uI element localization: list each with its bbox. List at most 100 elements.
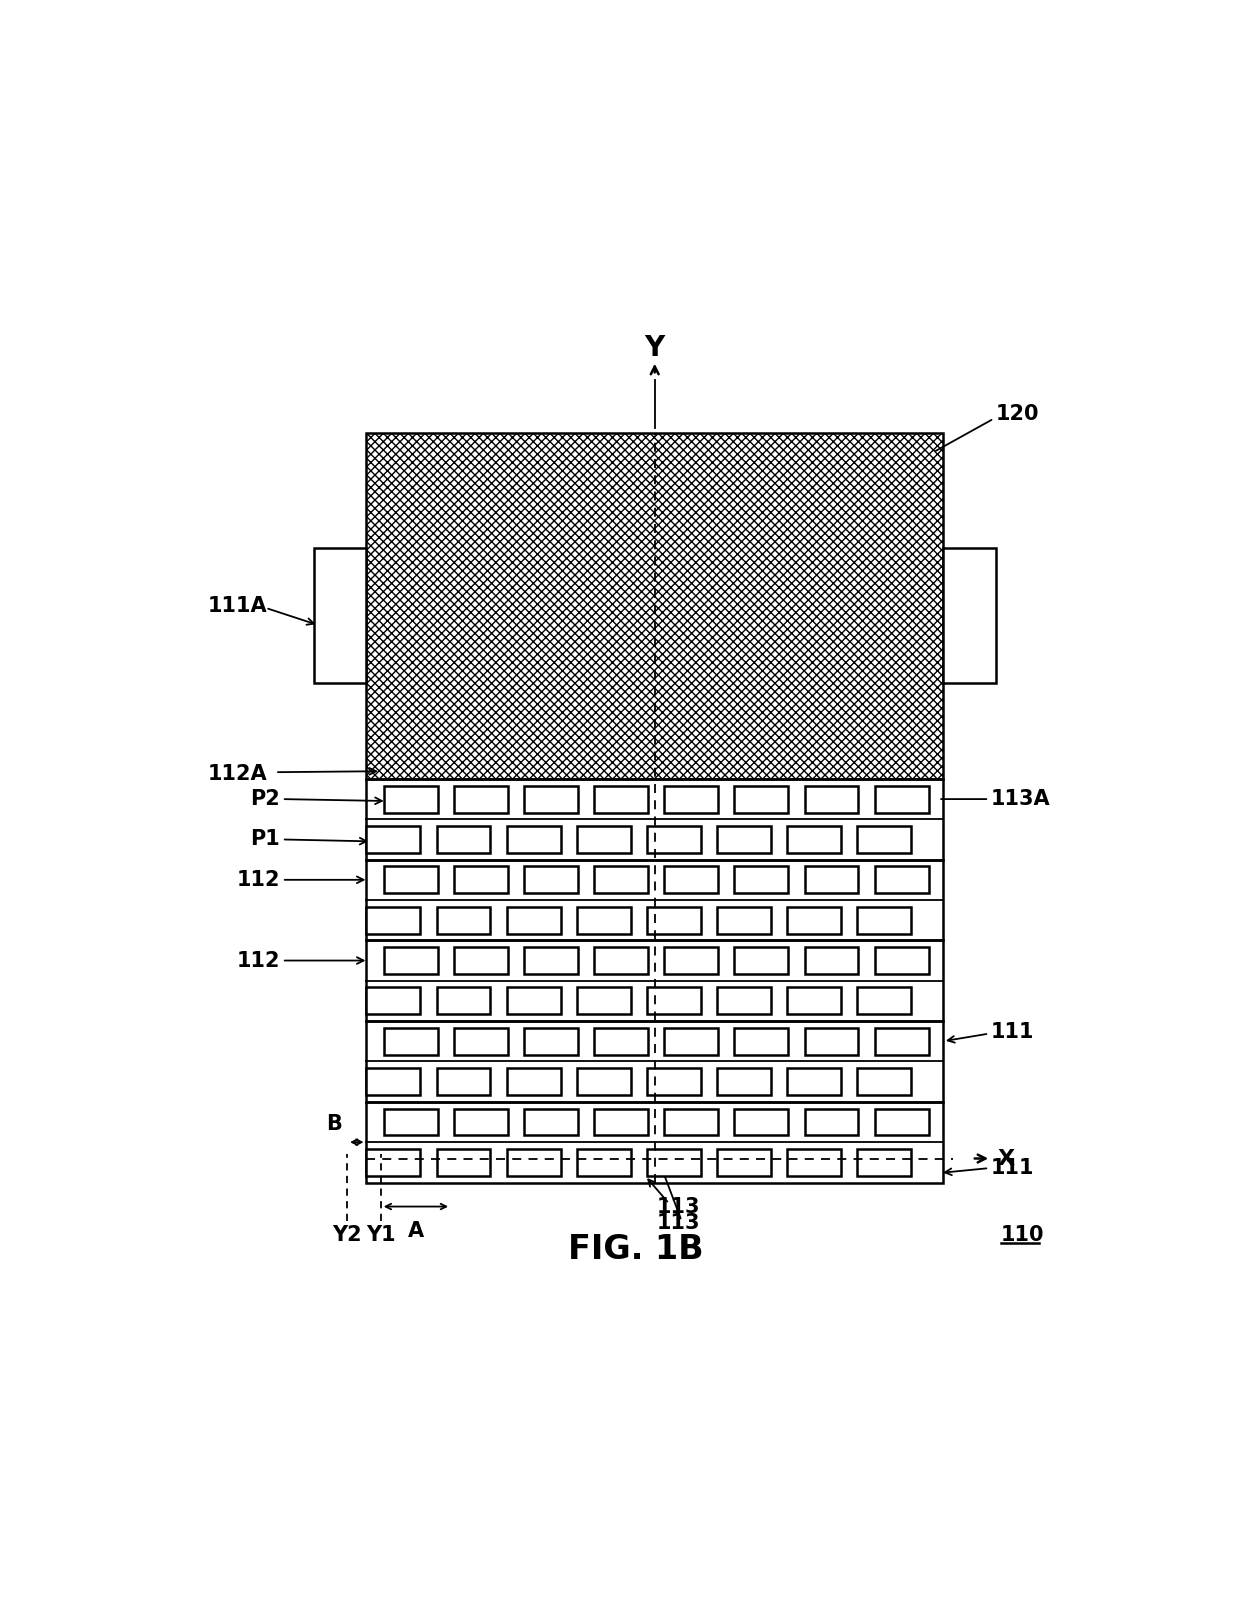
Bar [787,907,841,933]
Text: Y: Y [645,335,665,362]
Bar [454,785,507,813]
Bar [787,1149,841,1176]
Bar [367,907,420,933]
Bar [367,779,942,859]
Bar [507,825,560,853]
Bar [454,866,507,893]
Text: 113: 113 [657,1213,701,1232]
Bar [874,948,929,973]
Text: 112A: 112A [208,764,268,784]
Bar [367,988,420,1014]
Bar [367,825,420,853]
Text: 113: 113 [657,1197,701,1216]
Bar [665,948,718,973]
Bar [787,1068,841,1096]
Bar [507,1068,560,1096]
Bar [383,785,438,813]
Bar [594,866,649,893]
Bar [805,866,858,893]
Text: 110: 110 [1001,1226,1044,1245]
Bar [454,1109,507,1136]
Bar [507,1149,560,1176]
Bar [717,988,771,1014]
Bar [367,1068,420,1096]
Bar [717,1068,771,1096]
Bar [665,1109,718,1136]
Bar [734,1109,789,1136]
Bar [594,785,649,813]
Bar [367,1102,942,1183]
Bar [507,988,560,1014]
Bar [383,866,438,893]
Bar [525,1109,578,1136]
Bar [734,1028,789,1056]
Bar [647,825,701,853]
Bar [805,948,858,973]
Bar [874,1028,929,1056]
Text: X: X [998,1149,1014,1168]
Text: A: A [408,1221,424,1241]
Bar [805,1028,858,1056]
Bar [647,1068,701,1096]
Text: 111A: 111A [208,595,268,616]
Bar [594,1109,649,1136]
Bar [665,866,718,893]
Text: 113A: 113A [991,788,1050,809]
Bar [577,988,631,1014]
Bar [805,785,858,813]
Bar [383,1028,438,1056]
Bar [858,1149,911,1176]
Bar [367,1149,420,1176]
Bar [858,988,911,1014]
Bar [367,433,942,779]
Bar [367,940,942,1022]
Bar [436,1149,490,1176]
Bar [454,948,507,973]
Bar [858,1068,911,1096]
Bar [454,1028,507,1056]
Text: 112: 112 [237,870,280,890]
Text: 111: 111 [991,1158,1034,1178]
Text: 111: 111 [991,1022,1034,1041]
Bar [717,825,771,853]
Bar [787,988,841,1014]
Text: FIG. 1B: FIG. 1B [568,1234,703,1266]
Bar [436,988,490,1014]
Bar [787,825,841,853]
Bar [717,1149,771,1176]
Bar [577,907,631,933]
Bar [436,1068,490,1096]
Bar [367,859,942,940]
Bar [734,866,789,893]
Bar [577,1149,631,1176]
Bar [436,825,490,853]
Bar [734,948,789,973]
Bar [367,1022,942,1102]
Bar [805,1109,858,1136]
Bar [942,549,996,682]
Bar [577,825,631,853]
Bar [647,907,701,933]
Bar [525,785,578,813]
Bar [525,866,578,893]
Bar [717,907,771,933]
Bar [525,1028,578,1056]
Bar [858,907,911,933]
Text: Y1: Y1 [366,1226,396,1245]
Text: 112: 112 [237,951,280,970]
Bar [874,1109,929,1136]
Text: 120: 120 [996,404,1039,423]
Bar [647,1149,701,1176]
Bar [858,825,911,853]
Text: B: B [326,1115,342,1134]
Bar [734,785,789,813]
Bar [665,785,718,813]
Bar [525,948,578,973]
Bar [874,785,929,813]
Bar [594,1028,649,1056]
Text: P2: P2 [250,788,280,809]
Bar [647,988,701,1014]
Bar [577,1068,631,1096]
Bar [874,866,929,893]
Bar [383,1109,438,1136]
